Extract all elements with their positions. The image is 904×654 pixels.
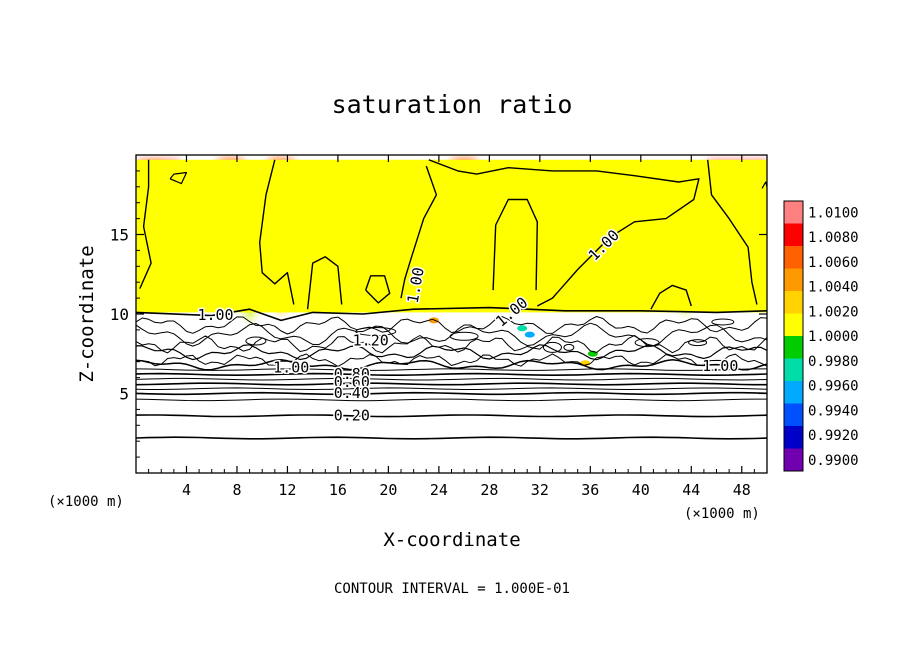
contour-line — [136, 359, 767, 371]
contour-line — [259, 159, 295, 305]
stratified-contour — [136, 414, 767, 418]
stratified-contour — [136, 377, 767, 381]
colorbar-label: 1.0040 — [808, 280, 859, 296]
saturation-field — [136, 157, 767, 367]
contour-line — [650, 284, 692, 310]
contour-line — [169, 171, 188, 185]
colorbar-swatch — [784, 201, 803, 224]
colorbar-swatch — [784, 291, 803, 314]
contour-loop — [688, 339, 708, 347]
contour-loop — [634, 338, 660, 348]
stratified-contour — [136, 368, 767, 371]
colorbar-frame — [783, 200, 804, 472]
colorbar-label: 1.0100 — [808, 205, 859, 221]
y-axis-label: Z-coordinate — [76, 245, 98, 382]
colorbar-swatch — [784, 358, 803, 382]
contour-loop — [563, 343, 575, 351]
contour-line — [306, 256, 343, 310]
colorbar-swatch — [784, 313, 803, 337]
colorbar-swatch — [784, 448, 803, 472]
x-tick-label: 24 — [430, 481, 448, 499]
contour-line — [136, 334, 767, 354]
contour-loop — [355, 326, 397, 336]
x-axis: 4 8 12 16 20 24 28 32 36 40 44 48 — [148, 155, 755, 499]
x-tick-label: 12 — [278, 481, 296, 499]
contour-loop — [542, 341, 562, 353]
contour-label: 0.60 — [334, 373, 370, 391]
contour-loop — [449, 331, 479, 341]
contour-line — [136, 344, 767, 361]
cloud-region-contours — [136, 316, 767, 371]
field-region-main — [136, 159, 767, 313]
x-tick-label: 16 — [329, 481, 347, 499]
contour-loop — [245, 336, 267, 346]
contour-line — [136, 316, 767, 335]
colorbar-label: 0.9980 — [808, 354, 859, 370]
x-tick-label: 8 — [232, 481, 241, 499]
contour-line-cloud-base — [136, 306, 767, 322]
field-patch — [524, 331, 535, 338]
contour-label: 1.00 — [273, 359, 309, 377]
contour-loop — [711, 318, 735, 326]
x-tick-label: 20 — [379, 481, 397, 499]
x-tick-label: 32 — [531, 481, 549, 499]
contour-line — [136, 322, 767, 347]
stratified-contour — [136, 391, 767, 396]
colorbar-swatch — [784, 223, 803, 247]
stratified-contour — [136, 398, 767, 402]
contour-label: 1.00 — [702, 357, 738, 375]
x-axis-label: X-coordinate — [383, 529, 520, 551]
field-patch — [517, 325, 528, 332]
contour-line — [365, 275, 391, 304]
x-axis-unit: (×1000 m) — [684, 506, 760, 522]
colorbar-label: 1.0000 — [808, 329, 859, 345]
x-tick-label: 48 — [733, 481, 751, 499]
colorbar-swatch — [784, 246, 803, 269]
y-axis: 5 10 15 — [110, 170, 767, 458]
colorbar-swatch — [784, 381, 803, 404]
contour-line — [428, 159, 700, 307]
contour-label: 1.00 — [197, 306, 233, 324]
contour-line — [492, 198, 538, 291]
colorbar-label: 1.0080 — [808, 230, 859, 246]
x-tick-label: 36 — [581, 481, 599, 499]
y-tick-label: 5 — [119, 385, 129, 404]
colorbar-label: 0.9940 — [808, 403, 859, 419]
colorbar-label: 1.0060 — [808, 255, 859, 271]
colorbar-label: 1.0020 — [808, 304, 859, 320]
colorbar-swatch — [784, 268, 803, 292]
colorbar: 1.0100 1.0080 1.0060 1.0040 1.0020 1.0000 0.99… — [783, 200, 859, 472]
x-tick-label: 28 — [480, 481, 498, 499]
x-tick-label: 44 — [682, 481, 700, 499]
stratified-contour — [136, 382, 767, 386]
contour-interval-note: CONTOUR INTERVAL = 1.000E-01 — [334, 581, 570, 597]
colorbar-label: 0.9960 — [808, 379, 859, 395]
chart-title: saturation ratio — [332, 90, 573, 119]
contour-lines — [136, 159, 767, 440]
contour-line — [139, 159, 152, 289]
stratified-contour — [136, 387, 767, 390]
stratified-contour — [136, 372, 767, 376]
contour-line — [400, 165, 438, 299]
contour-label: 0.40 — [334, 384, 370, 402]
y-tick-label: 10 — [110, 305, 129, 324]
colorbar-swatch — [784, 336, 803, 359]
contour-label: 1.20 — [353, 332, 389, 350]
plot-area — [136, 155, 767, 473]
x-tick-label: 40 — [632, 481, 650, 499]
stratified-contour — [136, 436, 767, 440]
y-axis-unit: (×1000 m) — [48, 494, 124, 510]
colorbar-label: 0.9900 — [808, 453, 859, 469]
contour-line — [136, 353, 767, 367]
contour-label: 0.80 — [334, 365, 370, 383]
colorbar-swatch — [784, 403, 803, 427]
x-tick-label: 4 — [182, 481, 191, 499]
colorbar-label: 0.9920 — [808, 428, 859, 444]
contour-line — [707, 159, 758, 305]
contour-label: 0.20 — [334, 406, 370, 424]
y-tick-label: 15 — [110, 226, 129, 245]
colorbar-swatch — [784, 426, 803, 449]
